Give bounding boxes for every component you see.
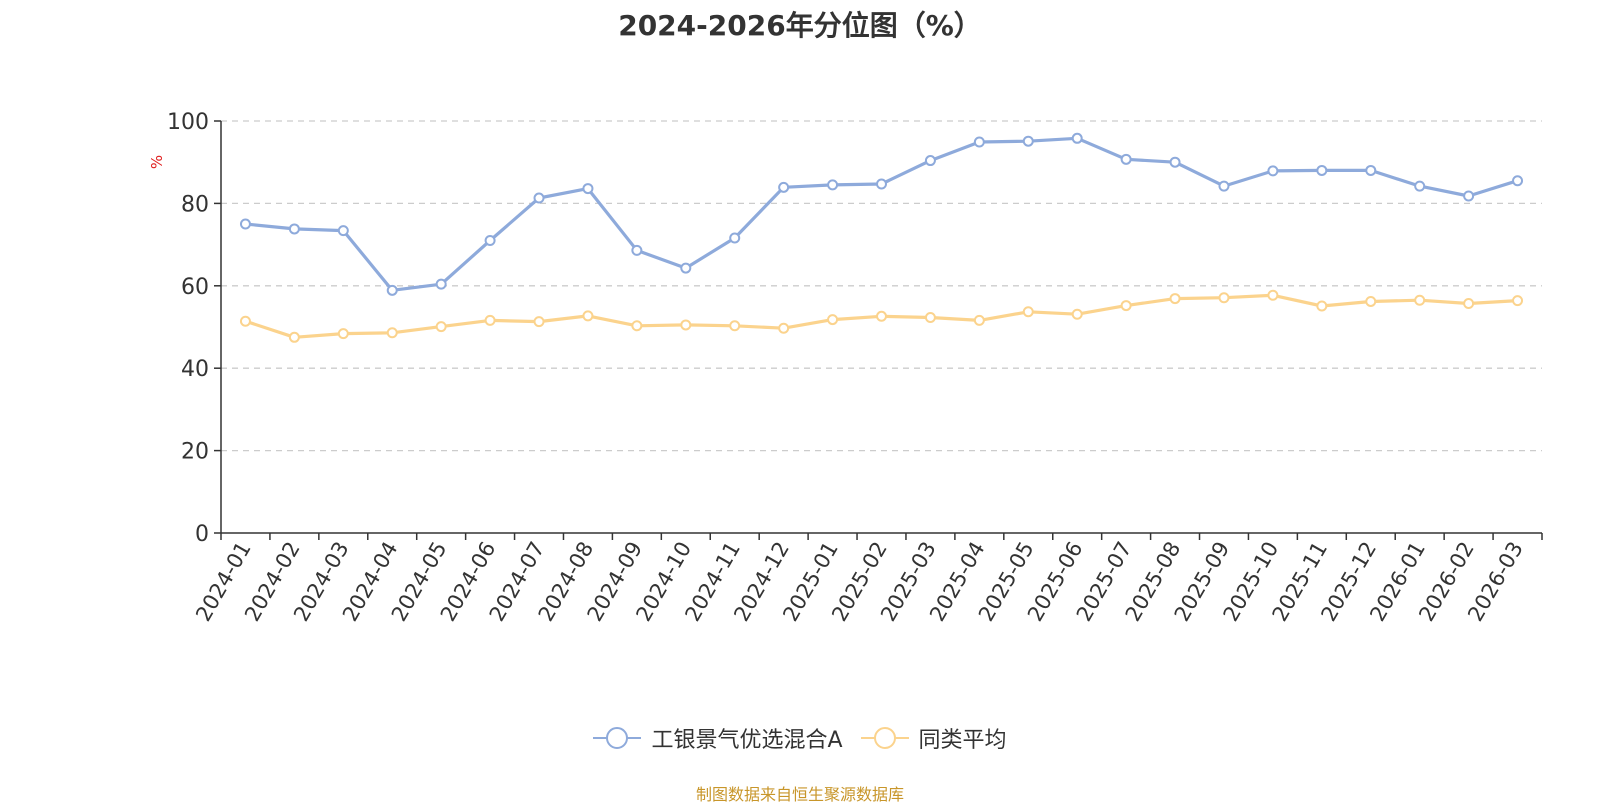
data-point <box>337 225 349 237</box>
data-point <box>1512 295 1524 307</box>
y-tick-label: 60 <box>181 275 209 300</box>
data-point <box>288 331 300 343</box>
data-point <box>631 244 643 256</box>
series-line-1 <box>245 136 1518 292</box>
data-point <box>288 223 300 235</box>
data-point <box>533 192 545 204</box>
data-point <box>1316 164 1328 176</box>
y-tick-label: 0 <box>195 522 209 547</box>
data-point <box>1022 135 1034 147</box>
legend-label: 同类平均 <box>918 728 1007 753</box>
data-point <box>582 183 594 195</box>
data-point <box>1169 293 1181 305</box>
data-point <box>337 328 349 340</box>
y-tick-label: 100 <box>167 110 209 135</box>
data-point <box>680 262 692 274</box>
data-point <box>973 314 985 326</box>
data-point <box>729 320 741 332</box>
data-point <box>1169 156 1181 168</box>
data-point <box>1463 190 1475 202</box>
data-point <box>1414 180 1426 192</box>
data-point <box>729 232 741 244</box>
data-point <box>924 312 936 324</box>
y-tick-label: 80 <box>181 192 209 217</box>
data-point <box>1022 306 1034 318</box>
data-point <box>876 178 887 190</box>
y-axis-label: % <box>148 155 166 169</box>
data-point <box>533 316 545 328</box>
chart-title: 2024-2026年分位图（%） <box>618 9 982 42</box>
data-point <box>778 322 790 334</box>
legend-label: 工银景气优选混合A <box>651 728 843 753</box>
data-point <box>827 179 839 191</box>
data-point <box>1512 175 1524 187</box>
data-point <box>1071 308 1083 320</box>
data-point <box>1365 295 1377 307</box>
data-point <box>435 278 447 290</box>
data-point <box>631 320 643 332</box>
data-point <box>973 136 985 148</box>
y-tick-label: 40 <box>181 357 209 382</box>
source-note: 制图数据来自恒生聚源数据库 <box>695 785 904 804</box>
data-point <box>827 314 839 326</box>
data-point <box>876 310 887 322</box>
legend-item-series-2[interactable]: 同类平均 <box>860 722 1007 754</box>
data-point <box>924 155 936 167</box>
legend-marker-icon <box>593 726 642 750</box>
data-point <box>1365 164 1377 176</box>
data-point <box>1463 298 1475 310</box>
y-tick-label: 20 <box>181 440 209 465</box>
data-point <box>1120 300 1132 312</box>
legend: 工银景气优选混合A 同类平均 <box>0 722 1600 754</box>
legend-marker-icon <box>860 726 909 750</box>
data-point <box>1316 300 1328 312</box>
data-point <box>1120 153 1132 165</box>
data-point <box>582 310 594 322</box>
data-point <box>1071 132 1083 144</box>
data-point <box>239 315 251 327</box>
data-point <box>778 181 790 193</box>
data-point <box>1218 180 1230 192</box>
data-point <box>1218 292 1230 304</box>
data-point <box>1267 165 1279 177</box>
data-point <box>680 319 692 331</box>
legend-item-series-1[interactable]: 工银景气优选混合A <box>593 722 843 754</box>
data-point <box>1414 294 1426 306</box>
data-point <box>239 218 251 230</box>
data-point <box>1267 289 1279 301</box>
data-point <box>484 234 496 246</box>
data-point <box>435 321 447 333</box>
data-point <box>386 284 398 296</box>
data-point <box>386 327 398 339</box>
data-point <box>484 314 496 326</box>
